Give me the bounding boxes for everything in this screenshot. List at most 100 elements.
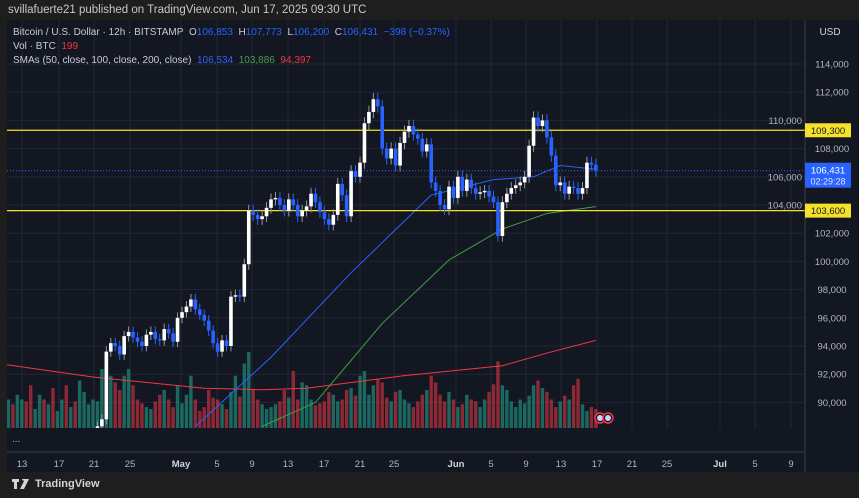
volume-bar	[144, 407, 149, 428]
candle-body	[82, 467, 86, 473]
candle-body	[518, 182, 522, 186]
candle-body	[433, 182, 438, 191]
candle-body	[420, 138, 425, 152]
candle-body	[362, 123, 367, 163]
x-tick-label: 5	[752, 459, 757, 470]
candle-body	[278, 197, 282, 205]
more-indicators-button[interactable]: ...	[12, 434, 21, 445]
candle-body	[184, 306, 189, 313]
volume-bar	[344, 390, 349, 428]
volume-bar	[367, 394, 371, 428]
volume-bar	[389, 401, 393, 428]
volume-bar	[322, 401, 327, 428]
candle-body	[238, 295, 242, 297]
candle-body	[580, 188, 585, 194]
volume-bar	[514, 407, 518, 428]
volume-bar	[42, 399, 46, 428]
candle-body	[429, 144, 433, 183]
candle-body	[353, 171, 358, 177]
sma100-line	[261, 206, 596, 427]
y-tick-label: 96,000	[817, 313, 846, 324]
candle-body	[340, 183, 344, 196]
symbol-name: Bitcoin / U.S. Dollar · 12h · BITSTAMP	[13, 27, 184, 38]
candle-body	[487, 190, 491, 197]
volume-bar	[95, 401, 100, 428]
level-price-tag	[805, 123, 851, 138]
candle-body	[558, 182, 563, 186]
y-tick-label: 94,000	[817, 342, 846, 353]
volume-bar	[482, 399, 487, 428]
candle-body	[198, 309, 202, 315]
volume-bar	[313, 405, 318, 428]
candle-body	[367, 111, 371, 124]
volume-bar	[474, 401, 478, 428]
y-tick-label: 106,000	[768, 172, 802, 183]
volume-bar	[358, 375, 362, 428]
level-price-tag	[805, 203, 851, 218]
volume-bar	[296, 399, 300, 428]
footer-brand: TradingView	[12, 478, 100, 490]
volume-bar	[416, 401, 420, 428]
volume-bar	[224, 409, 229, 428]
candle-body	[255, 214, 260, 220]
x-tick-label: 25	[662, 459, 673, 470]
x-tick-label: Jul	[713, 459, 727, 470]
volume-bar	[425, 390, 429, 428]
volume-bar	[531, 385, 536, 428]
x-tick-label: 5	[488, 459, 493, 470]
sma100-value: 103,886	[238, 55, 275, 66]
volume-bar	[247, 352, 251, 428]
volume-bar	[282, 390, 287, 428]
candle-body	[313, 193, 318, 203]
volume-bar	[135, 399, 140, 428]
volume-bar	[331, 394, 335, 428]
candle-body	[2, 480, 6, 481]
volume-bar	[558, 401, 562, 428]
open-value: 106,853	[196, 27, 233, 38]
volume-bar	[198, 410, 202, 428]
level-price-label: 103,600	[811, 206, 845, 217]
volume-bar	[545, 391, 549, 428]
candle-body	[211, 330, 215, 344]
volume-bar	[15, 394, 20, 428]
candle-body	[264, 207, 269, 217]
volume-bar	[126, 369, 131, 428]
volume-bar	[33, 409, 37, 428]
volume-bar	[2, 390, 5, 428]
volume-bar	[554, 407, 558, 428]
candle-body	[478, 192, 482, 194]
x-tick-label: 9	[788, 459, 793, 470]
candle-body	[438, 190, 442, 205]
candle-body	[491, 196, 496, 203]
us-flag-inner-icon	[597, 415, 603, 421]
volume-bar	[166, 399, 171, 428]
volume-bar	[353, 395, 358, 428]
volume-bar	[571, 385, 576, 428]
y-tick-label: 90,000	[817, 398, 846, 409]
candle-body	[153, 331, 158, 339]
candle-body	[562, 182, 567, 194]
volume-bar	[64, 385, 68, 428]
volume-bar	[202, 407, 206, 428]
candle-body	[193, 299, 198, 310]
sma200-value: 94,397	[280, 55, 312, 66]
publisher-caption: svillafuerte21 published on TradingView.…	[8, 4, 367, 16]
candle-body	[69, 470, 73, 474]
volume-bar	[438, 394, 442, 428]
candle-body	[344, 195, 349, 217]
y-tick-label: 110,000	[768, 116, 802, 127]
volume-bar	[20, 399, 24, 428]
volume-bar	[229, 391, 233, 428]
candle-body	[567, 186, 571, 194]
volume-bar	[402, 399, 407, 428]
x-tick-label: 17	[592, 459, 603, 470]
x-tick-label: Jun	[448, 459, 465, 470]
currency-button[interactable]: USD	[819, 27, 841, 38]
volume-bar	[100, 369, 104, 428]
candle-body	[554, 155, 558, 186]
x-tick-label: 21	[627, 459, 638, 470]
candle-body	[527, 145, 531, 177]
candle-body	[304, 206, 309, 211]
candle-body	[229, 296, 233, 346]
